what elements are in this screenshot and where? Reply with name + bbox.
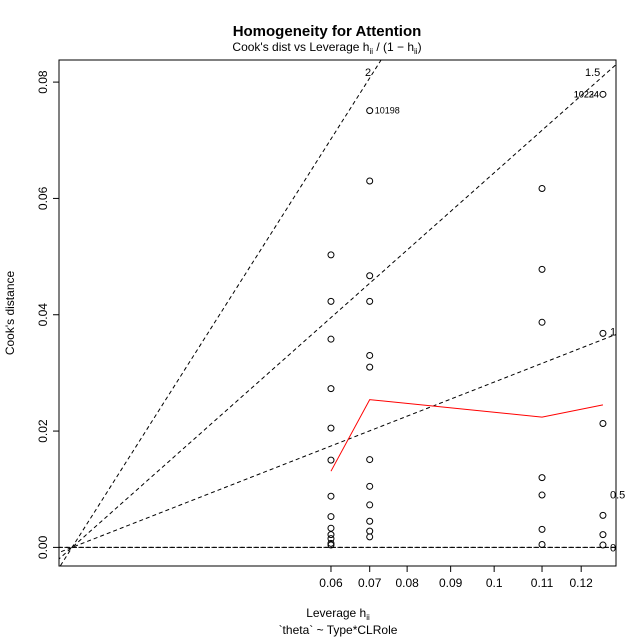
smoother-line	[330, 399, 604, 472]
x-tick-label: 0.09	[439, 576, 463, 590]
y-axis: 0.00 0.02 0.04 0.06 0.08	[36, 70, 59, 559]
x-tick-label: 0.12	[570, 576, 594, 590]
data-point	[599, 420, 607, 428]
data-point	[327, 513, 335, 521]
x-tick-label: 0.06	[319, 576, 343, 590]
data-point	[366, 517, 374, 525]
data-point	[538, 265, 546, 273]
contour-label: 1.5	[585, 67, 600, 79]
x-axis: 0.06 0.07 0.08 0.09 0.1 0.11 0.12	[319, 565, 594, 590]
data-point	[538, 185, 546, 193]
x-tick-label: 0.11	[531, 576, 554, 590]
data-point	[327, 297, 335, 305]
data-point	[327, 531, 335, 539]
cooks-contours	[59, 60, 616, 566]
y-tick-label: 0.04	[36, 303, 50, 327]
data-point	[599, 511, 607, 519]
x-tick-label: 0.07	[358, 576, 382, 590]
data-point	[327, 251, 335, 259]
data-point	[538, 318, 546, 326]
data-point	[327, 424, 335, 432]
cooks-contour-line	[59, 60, 382, 566]
x-tick-label: 0.1	[486, 576, 503, 590]
y-tick-label: 0.06	[36, 186, 50, 210]
data-point	[599, 531, 607, 539]
contour-label: 1	[610, 327, 616, 339]
data-point	[538, 540, 546, 548]
y-tick-label: 0.08	[36, 70, 50, 94]
smoother-curve	[330, 399, 604, 472]
data-point	[538, 474, 546, 482]
contour-label: 2	[365, 67, 371, 79]
point-label: 10224	[574, 89, 599, 99]
data-point	[327, 492, 335, 500]
data-point	[327, 541, 335, 549]
data-point	[366, 482, 374, 490]
data-point	[327, 524, 335, 532]
contour-label: 0	[610, 542, 616, 554]
cooks-contour-line	[59, 333, 616, 554]
data-point	[366, 456, 374, 464]
data-point	[327, 385, 335, 393]
plot-frame	[58, 59, 617, 567]
y-axis-label: Cook's distance	[3, 271, 17, 356]
data-point	[599, 90, 607, 98]
data-point	[366, 351, 374, 359]
x-tick-label: 0.08	[395, 576, 419, 590]
data-point	[538, 491, 546, 499]
data-point	[366, 527, 374, 535]
x-axis-label: Leverage hii	[306, 606, 370, 622]
data-point	[366, 177, 374, 185]
chart-subtitle: Cook's dist vs Leverage hii / (1 − hii)	[232, 40, 421, 56]
data-point	[366, 297, 374, 305]
x-axis-formula: `theta` ~ Type*CLRole	[279, 623, 398, 637]
data-point	[327, 456, 335, 464]
cooks-contour-line	[59, 63, 616, 560]
contour-label: 0.5	[610, 489, 625, 501]
point-label: 10198	[375, 106, 400, 116]
data-point	[366, 501, 374, 509]
data-points	[327, 90, 607, 549]
data-point	[327, 335, 335, 343]
point-label: 10234	[574, 89, 599, 99]
data-point	[366, 272, 374, 280]
data-point	[366, 363, 374, 371]
data-point	[366, 107, 374, 115]
data-point	[599, 329, 607, 337]
y-tick-label: 0.00	[36, 535, 50, 559]
data-point	[538, 525, 546, 533]
cooks-contour-labels: 0.5 1 1.5 2 0	[365, 67, 625, 554]
chart-title: Homogeneity for Attention	[233, 23, 422, 40]
data-point	[599, 541, 607, 549]
y-tick-label: 0.02	[36, 419, 50, 443]
data-point	[366, 533, 374, 541]
